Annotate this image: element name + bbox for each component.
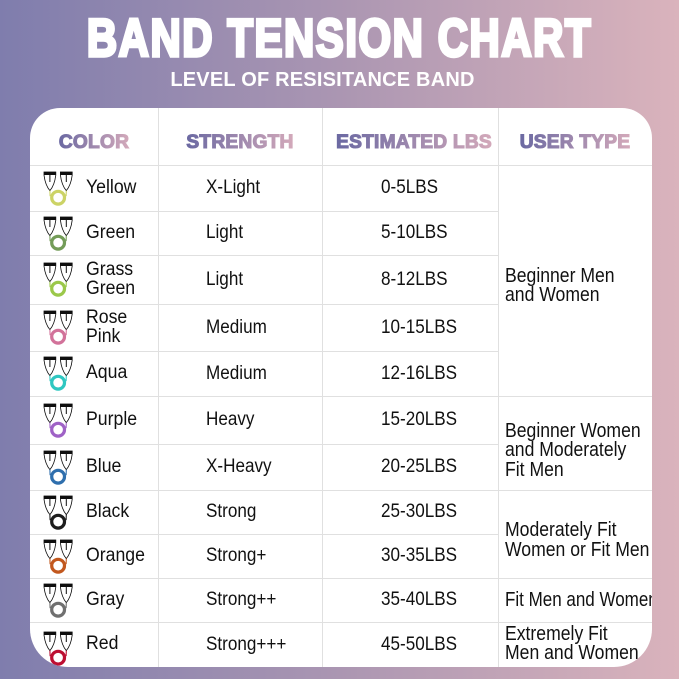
svg-text:COLOR: COLOR <box>59 132 129 153</box>
svg-text:STRENGTH: STRENGTH <box>186 132 293 153</box>
svg-text:USER TYPE: USER TYPE <box>520 132 631 153</box>
svg-text:ESTIMATED LBS: ESTIMATED LBS <box>336 132 492 153</box>
